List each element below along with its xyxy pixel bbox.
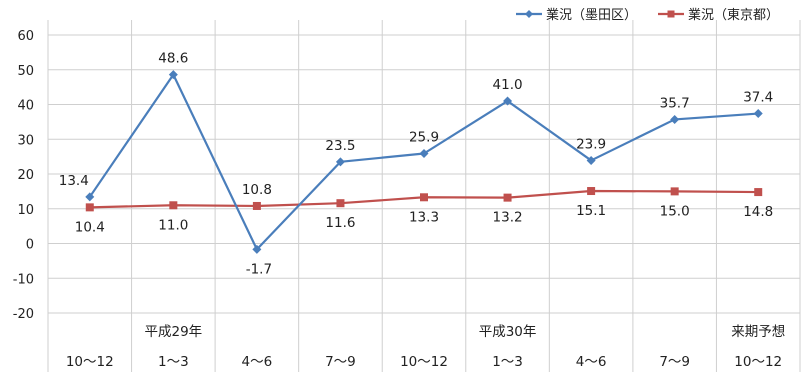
data-point: [336, 199, 345, 208]
data-label: 15.1: [576, 203, 606, 219]
data-point: [753, 109, 763, 119]
data-label: 11.0: [158, 217, 188, 233]
data-point: [503, 96, 513, 106]
data-label: 48.6: [158, 51, 188, 67]
data-point: [419, 148, 429, 158]
y-tick-label: 30: [17, 133, 34, 148]
data-point: [335, 157, 345, 167]
data-label: 23.9: [576, 136, 606, 152]
legend: 業況（墨田区） 業況（東京都）: [516, 7, 779, 23]
x-tick-label: 1〜3: [492, 354, 523, 370]
data-label: 11.6: [325, 215, 355, 231]
y-tick-label: 20: [17, 168, 34, 183]
data-label: 41.0: [493, 77, 523, 93]
data-label: 13.4: [59, 173, 89, 189]
legend-marker: [525, 10, 533, 18]
x-tick-label: 7〜9: [659, 354, 690, 370]
data-point: [252, 201, 261, 210]
y-tick-label: -10: [13, 272, 34, 287]
data-label: 13.2: [493, 210, 523, 226]
legend-label: 業況（墨田区）: [546, 7, 637, 23]
data-label: 15.0: [660, 203, 690, 219]
x-tick-label: 7〜9: [325, 354, 356, 370]
data-label: 37.4: [743, 90, 773, 106]
x-tick-label: 4〜6: [576, 354, 607, 370]
y-tick-label: -20: [13, 307, 34, 322]
data-point: [587, 187, 596, 196]
data-label: 10.4: [75, 219, 105, 235]
data-point: [586, 155, 596, 165]
data-label: 35.7: [660, 95, 690, 111]
period-label: 平成29年: [144, 324, 202, 340]
data-label: 10.8: [242, 182, 272, 198]
data-point: [169, 201, 178, 210]
data-point: [670, 114, 680, 124]
y-tick-label: 10: [17, 203, 34, 218]
series-group: [85, 70, 763, 254]
y-axis: 60 50 40 30 20 10 0 -10 -20: [13, 29, 34, 322]
data-label: 25.9: [409, 129, 439, 145]
y-tick-label: 0: [26, 238, 34, 253]
period-label: 平成30年: [479, 324, 537, 340]
data-label: 14.8: [743, 204, 773, 220]
y-tick-label: 40: [17, 99, 34, 114]
y-tick-label: 60: [17, 29, 34, 44]
legend-label: 業況（東京都）: [688, 7, 779, 23]
data-point: [85, 192, 95, 202]
period-label: 来期予想: [731, 324, 785, 340]
x-tick-label: 1〜3: [158, 354, 189, 370]
x-axis: 10〜12 1〜3 平成29年 4〜6 7〜9 10〜12 1〜3 平成30年 4〜6 7〜9 10…: [66, 324, 785, 370]
y-tick-label: 50: [17, 64, 34, 79]
x-tick-label: 10〜12: [400, 354, 448, 370]
data-point: [420, 193, 428, 202]
data-point: [754, 188, 763, 197]
data-label: 13.3: [409, 209, 439, 225]
legend-marker: [667, 10, 675, 18]
x-tick-label: 4〜6: [242, 354, 273, 370]
data-point: [85, 203, 94, 212]
x-tick-label: 10〜12: [734, 354, 782, 370]
data-point: [168, 70, 178, 80]
data-label: 23.5: [325, 138, 355, 154]
data-label: -1.7: [246, 261, 272, 277]
data-labels: 13.4 48.6 -1.7 23.5 25.9 41.0 23.9 35.7 37.4 10.4…: [59, 51, 774, 278]
data-point: [670, 187, 679, 196]
data-point: [503, 193, 512, 202]
data-point: [252, 244, 262, 254]
x-tick-label: 10〜12: [66, 354, 114, 370]
